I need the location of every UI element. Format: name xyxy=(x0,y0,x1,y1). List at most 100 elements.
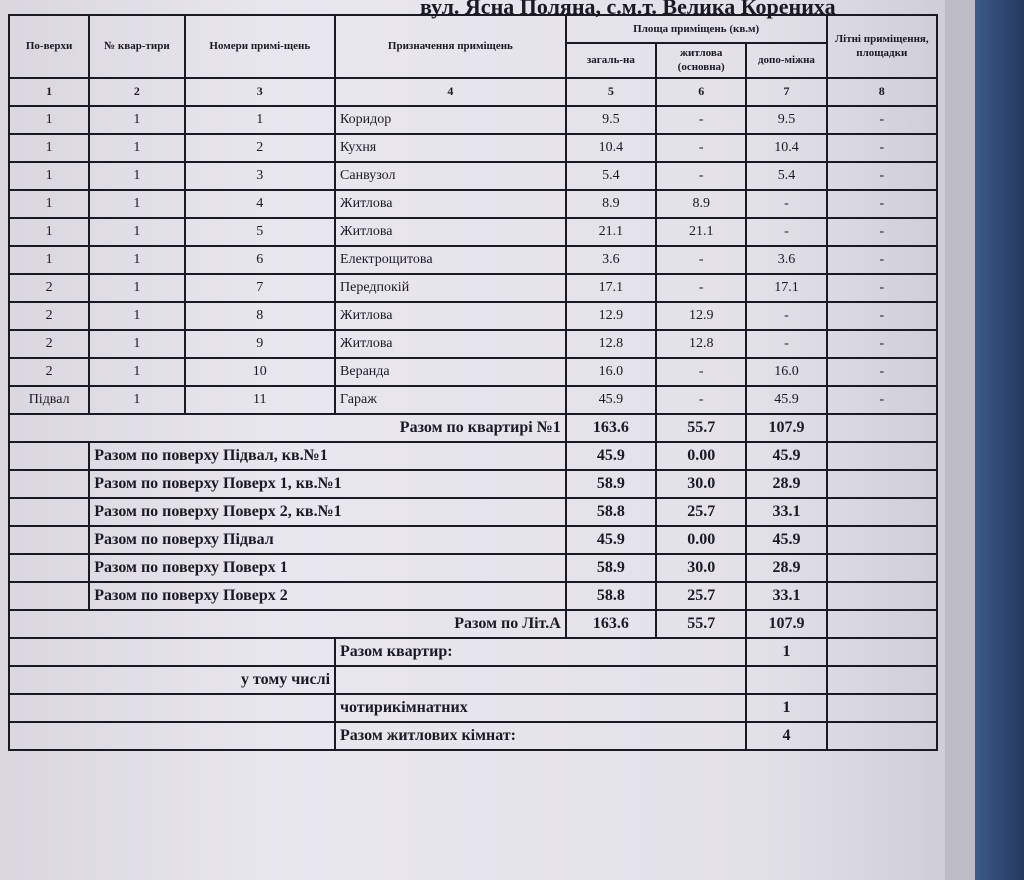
purpose-cell: Передпокій xyxy=(334,272,567,303)
floor-cell: 1 xyxy=(7,244,91,275)
floor-total-total: 58.8 xyxy=(564,496,658,527)
table-row: Разом по поверху Підвал, кв.№1 45.9 0.00 45… xyxy=(7,440,939,471)
floor-total-auxiliary: 45.9 xyxy=(745,440,828,471)
room-number-cell: 6 xyxy=(183,244,337,275)
living-area-cell: - xyxy=(655,384,748,415)
header-area-group: Площа приміщень (кв.м) xyxy=(564,14,828,44)
table-row: 2 1 7 Передпокій 17.1-17.1- xyxy=(7,272,939,303)
blank-cell xyxy=(7,468,91,499)
summer-area-cell: - xyxy=(825,104,939,135)
floor-total-total: 58.9 xyxy=(564,468,658,499)
apartment-cell: 1 xyxy=(88,216,186,247)
summer-area-cell: - xyxy=(825,356,939,387)
purpose-cell: Житлова xyxy=(334,300,567,331)
lit-total-total: 163.6 xyxy=(564,608,658,639)
floor-total-living: 25.7 xyxy=(655,580,748,611)
summer-area-cell: - xyxy=(825,132,939,163)
living-area-cell: - xyxy=(655,160,748,191)
room-number-cell: 9 xyxy=(183,328,337,359)
table-row: Разом по квартирі №1 163.6 55.7 107.9 xyxy=(8,412,939,443)
column-number: 6 xyxy=(655,76,748,107)
floor-total-label: Разом по поверху Поверх 2, кв.№1 xyxy=(88,496,567,527)
purpose-cell: Санвузол xyxy=(334,160,567,191)
total-area-cell: 8.9 xyxy=(564,188,658,219)
table-row: у тому числі xyxy=(7,664,939,695)
blank-cell xyxy=(825,636,939,667)
blank-cell xyxy=(7,720,337,751)
auxiliary-area-cell: - xyxy=(745,188,828,219)
auxiliary-area-cell: 10.4 xyxy=(745,132,828,163)
blank-cell xyxy=(825,720,939,751)
purpose-cell: Кухня xyxy=(334,132,567,163)
room-number-cell: 11 xyxy=(183,384,337,415)
table-row: Разом квартир: 1 xyxy=(7,636,939,667)
four-room-label: чотирикімнатних xyxy=(334,692,748,723)
header-floor: По-верхи xyxy=(7,14,91,79)
total-area-cell: 16.0 xyxy=(564,356,658,387)
apartment-total-living: 55.7 xyxy=(655,412,748,443)
auxiliary-area-cell: 5.4 xyxy=(745,160,828,191)
auxiliary-area-cell: - xyxy=(745,300,828,331)
floor-total-living: 30.0 xyxy=(655,468,748,499)
column-number: 5 xyxy=(564,76,658,107)
table-row: Разом по Літ.А 163.6 55.7 107.9 xyxy=(8,608,939,639)
room-number-cell: 3 xyxy=(183,160,337,191)
background-folder xyxy=(975,0,1024,880)
blank-cell xyxy=(825,468,939,499)
floor-total-total: 45.9 xyxy=(564,524,658,555)
summer-area-cell: - xyxy=(825,244,939,275)
room-number-cell: 7 xyxy=(183,272,337,303)
auxiliary-area-cell: 45.9 xyxy=(745,384,828,415)
floor-cell: 2 xyxy=(7,272,91,303)
summer-area-cell: - xyxy=(825,384,939,415)
total-area-cell: 21.1 xyxy=(564,216,658,247)
apartment-cell: 1 xyxy=(88,244,186,275)
table-row: 1 1 4 Житлова 8.9 8.9- - xyxy=(7,188,939,219)
summer-area-cell: - xyxy=(825,272,939,303)
apartment-total-auxiliary: 107.9 xyxy=(745,412,828,443)
blank-cell xyxy=(7,496,91,527)
blank-cell xyxy=(825,692,939,723)
table-row: Разом по поверху Поверх 2, кв.№1 58.8 25.7… xyxy=(7,496,939,527)
living-area-cell: 8.9 xyxy=(655,188,748,219)
table-row: Разом по поверху Підвал 45.9 0.00 45.9 xyxy=(7,524,939,555)
four-room-value: 1 xyxy=(745,692,828,723)
purpose-cell: Коридор xyxy=(334,104,567,135)
table-row: 2 1 9 Житлова 12.8 12.8- - xyxy=(7,328,939,359)
lit-total-living: 55.7 xyxy=(655,608,748,639)
document-page: вул. Ясна Поляна, с.м.т. Велика Корениха… xyxy=(0,0,945,880)
column-number: 7 xyxy=(745,76,828,107)
total-area-cell: 45.9 xyxy=(564,384,658,415)
table-row: 1 1 2 Кухня 10.4-10.4- xyxy=(7,132,939,163)
auxiliary-area-cell: 9.5 xyxy=(745,104,828,135)
blank-cell xyxy=(825,524,939,555)
floor-total-label: Разом по поверху Поверх 1 xyxy=(88,552,567,583)
floor-total-total: 58.9 xyxy=(564,552,658,583)
floor-total-auxiliary: 45.9 xyxy=(745,524,828,555)
summer-area-cell: - xyxy=(825,216,939,247)
apartment-total-total: 163.6 xyxy=(564,412,658,443)
header-summer: Літні приміщення, площадки xyxy=(825,14,939,79)
blank-cell xyxy=(7,692,337,723)
floor-total-label: Разом по поверху Підвал, кв.№1 xyxy=(88,440,567,471)
blank-cell xyxy=(825,608,939,639)
room-number-cell: 2 xyxy=(183,132,337,163)
room-number-cell: 5 xyxy=(183,216,337,247)
apartment-cell: 1 xyxy=(88,188,186,219)
lit-total-auxiliary: 107.9 xyxy=(745,608,828,639)
auxiliary-area-cell: 17.1 xyxy=(745,272,828,303)
total-area-cell: 5.4 xyxy=(564,160,658,191)
total-area-cell: 3.6 xyxy=(564,244,658,275)
apartment-cell: 1 xyxy=(88,272,186,303)
floor-total-label: Разом по поверху Підвал xyxy=(88,524,567,555)
table-row: Разом по поверху Поверх 2 58.8 25.7 33.1 xyxy=(7,580,939,611)
floor-total-total: 45.9 xyxy=(564,440,658,471)
floor-cell: 2 xyxy=(7,356,91,387)
living-rooms-label: Разом житлових кімнат: xyxy=(334,720,748,751)
floor-total-living: 0.00 xyxy=(655,524,748,555)
purpose-cell: Веранда xyxy=(334,356,567,387)
floor-total-auxiliary: 33.1 xyxy=(745,496,828,527)
floor-cell: Підвал xyxy=(7,384,91,415)
including-label: у тому числі xyxy=(7,664,337,695)
floor-cell: 2 xyxy=(7,300,91,331)
